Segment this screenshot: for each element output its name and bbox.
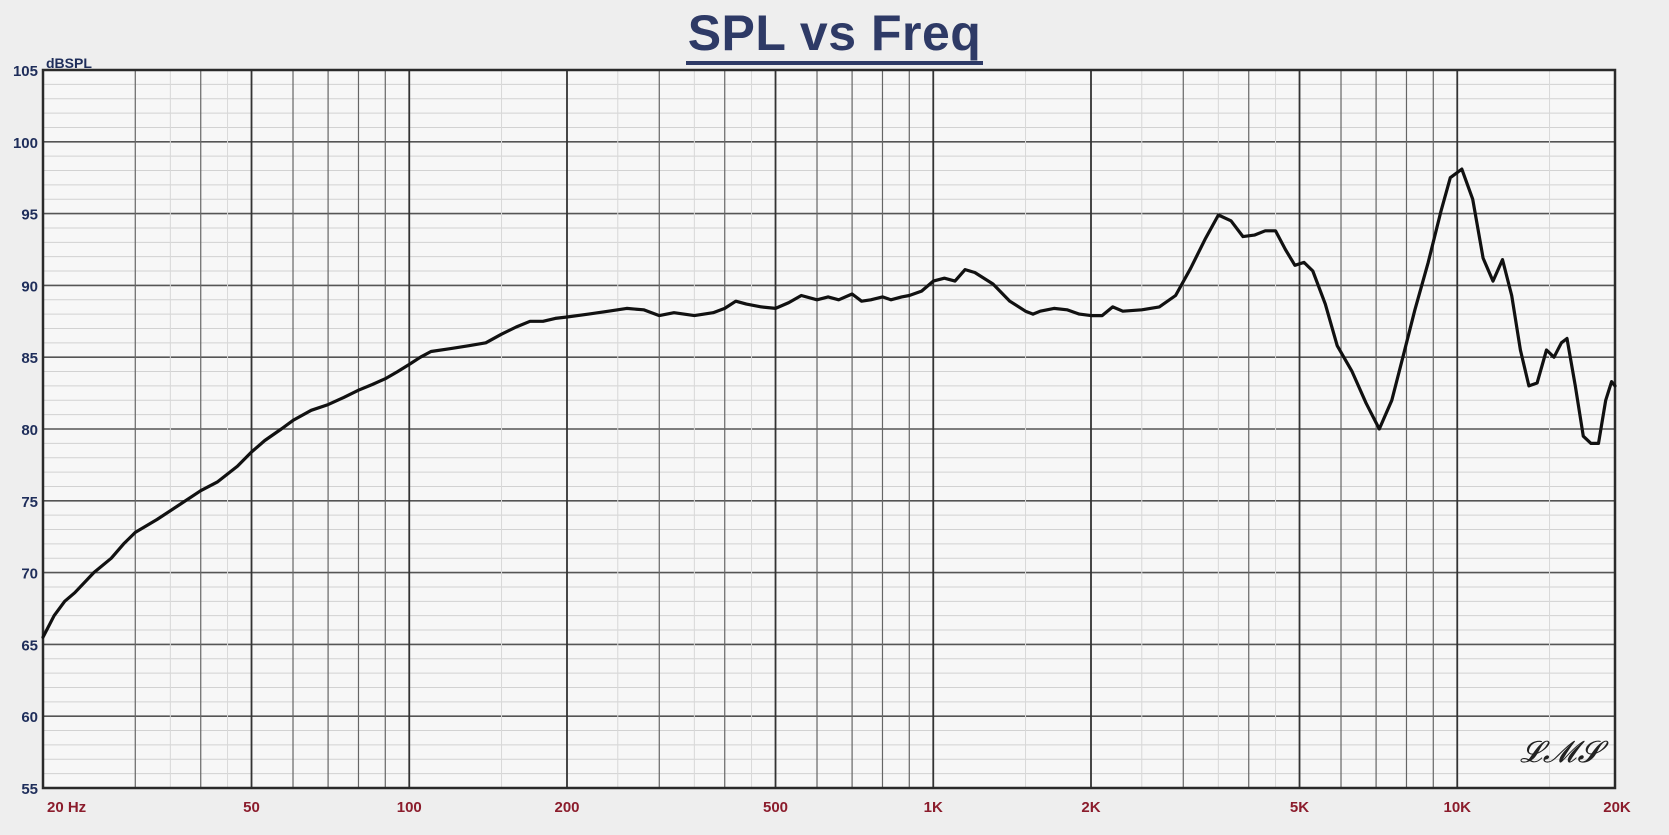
y-tick-label: 80 <box>21 422 38 439</box>
y-tick-label: 65 <box>21 637 38 654</box>
grid-lines <box>43 70 1615 788</box>
x-tick-label: 10K <box>1443 799 1471 816</box>
y-tick-label: 55 <box>21 781 38 798</box>
y-tick-labels: 105 100 95 90 85 80 75 70 65 60 55 <box>13 63 38 798</box>
chart-title-text: SPL vs Freq <box>685 7 984 65</box>
y-tick-label: 105 <box>13 63 38 80</box>
lms-watermark-logo: 𝓛𝓜𝓢 <box>1520 735 1602 770</box>
x-tick-label: 20 Hz <box>47 799 86 816</box>
x-tick-labels: 20 Hz 50 100 200 500 1K 2K 5K 10K 20K <box>47 799 1631 816</box>
plot-frame <box>41 68 1617 790</box>
x-tick-label: 500 <box>763 799 788 816</box>
x-tick-label: 200 <box>554 799 579 816</box>
x-tick-label: 2K <box>1081 799 1100 816</box>
x-tick-label: 20K <box>1603 799 1631 816</box>
y-tick-label: 90 <box>21 278 38 295</box>
x-tick-label: 50 <box>243 799 260 816</box>
x-tick-label: 5K <box>1290 799 1309 816</box>
y-tick-label: 95 <box>21 207 38 224</box>
y-axis-unit-label: dBSPL <box>46 55 92 71</box>
y-tick-label: 60 <box>21 709 38 726</box>
series-layer <box>41 167 1617 639</box>
x-tick-label: 100 <box>397 799 422 816</box>
x-tick-label: 1K <box>924 799 943 816</box>
y-tick-label: 75 <box>21 494 38 511</box>
spl-response-curve <box>41 167 1617 639</box>
chart-title: SPL vs Freq <box>0 4 1669 65</box>
y-tick-label: 100 <box>13 135 38 152</box>
y-tick-label: 70 <box>21 566 38 583</box>
y-tick-label: 85 <box>21 350 38 367</box>
